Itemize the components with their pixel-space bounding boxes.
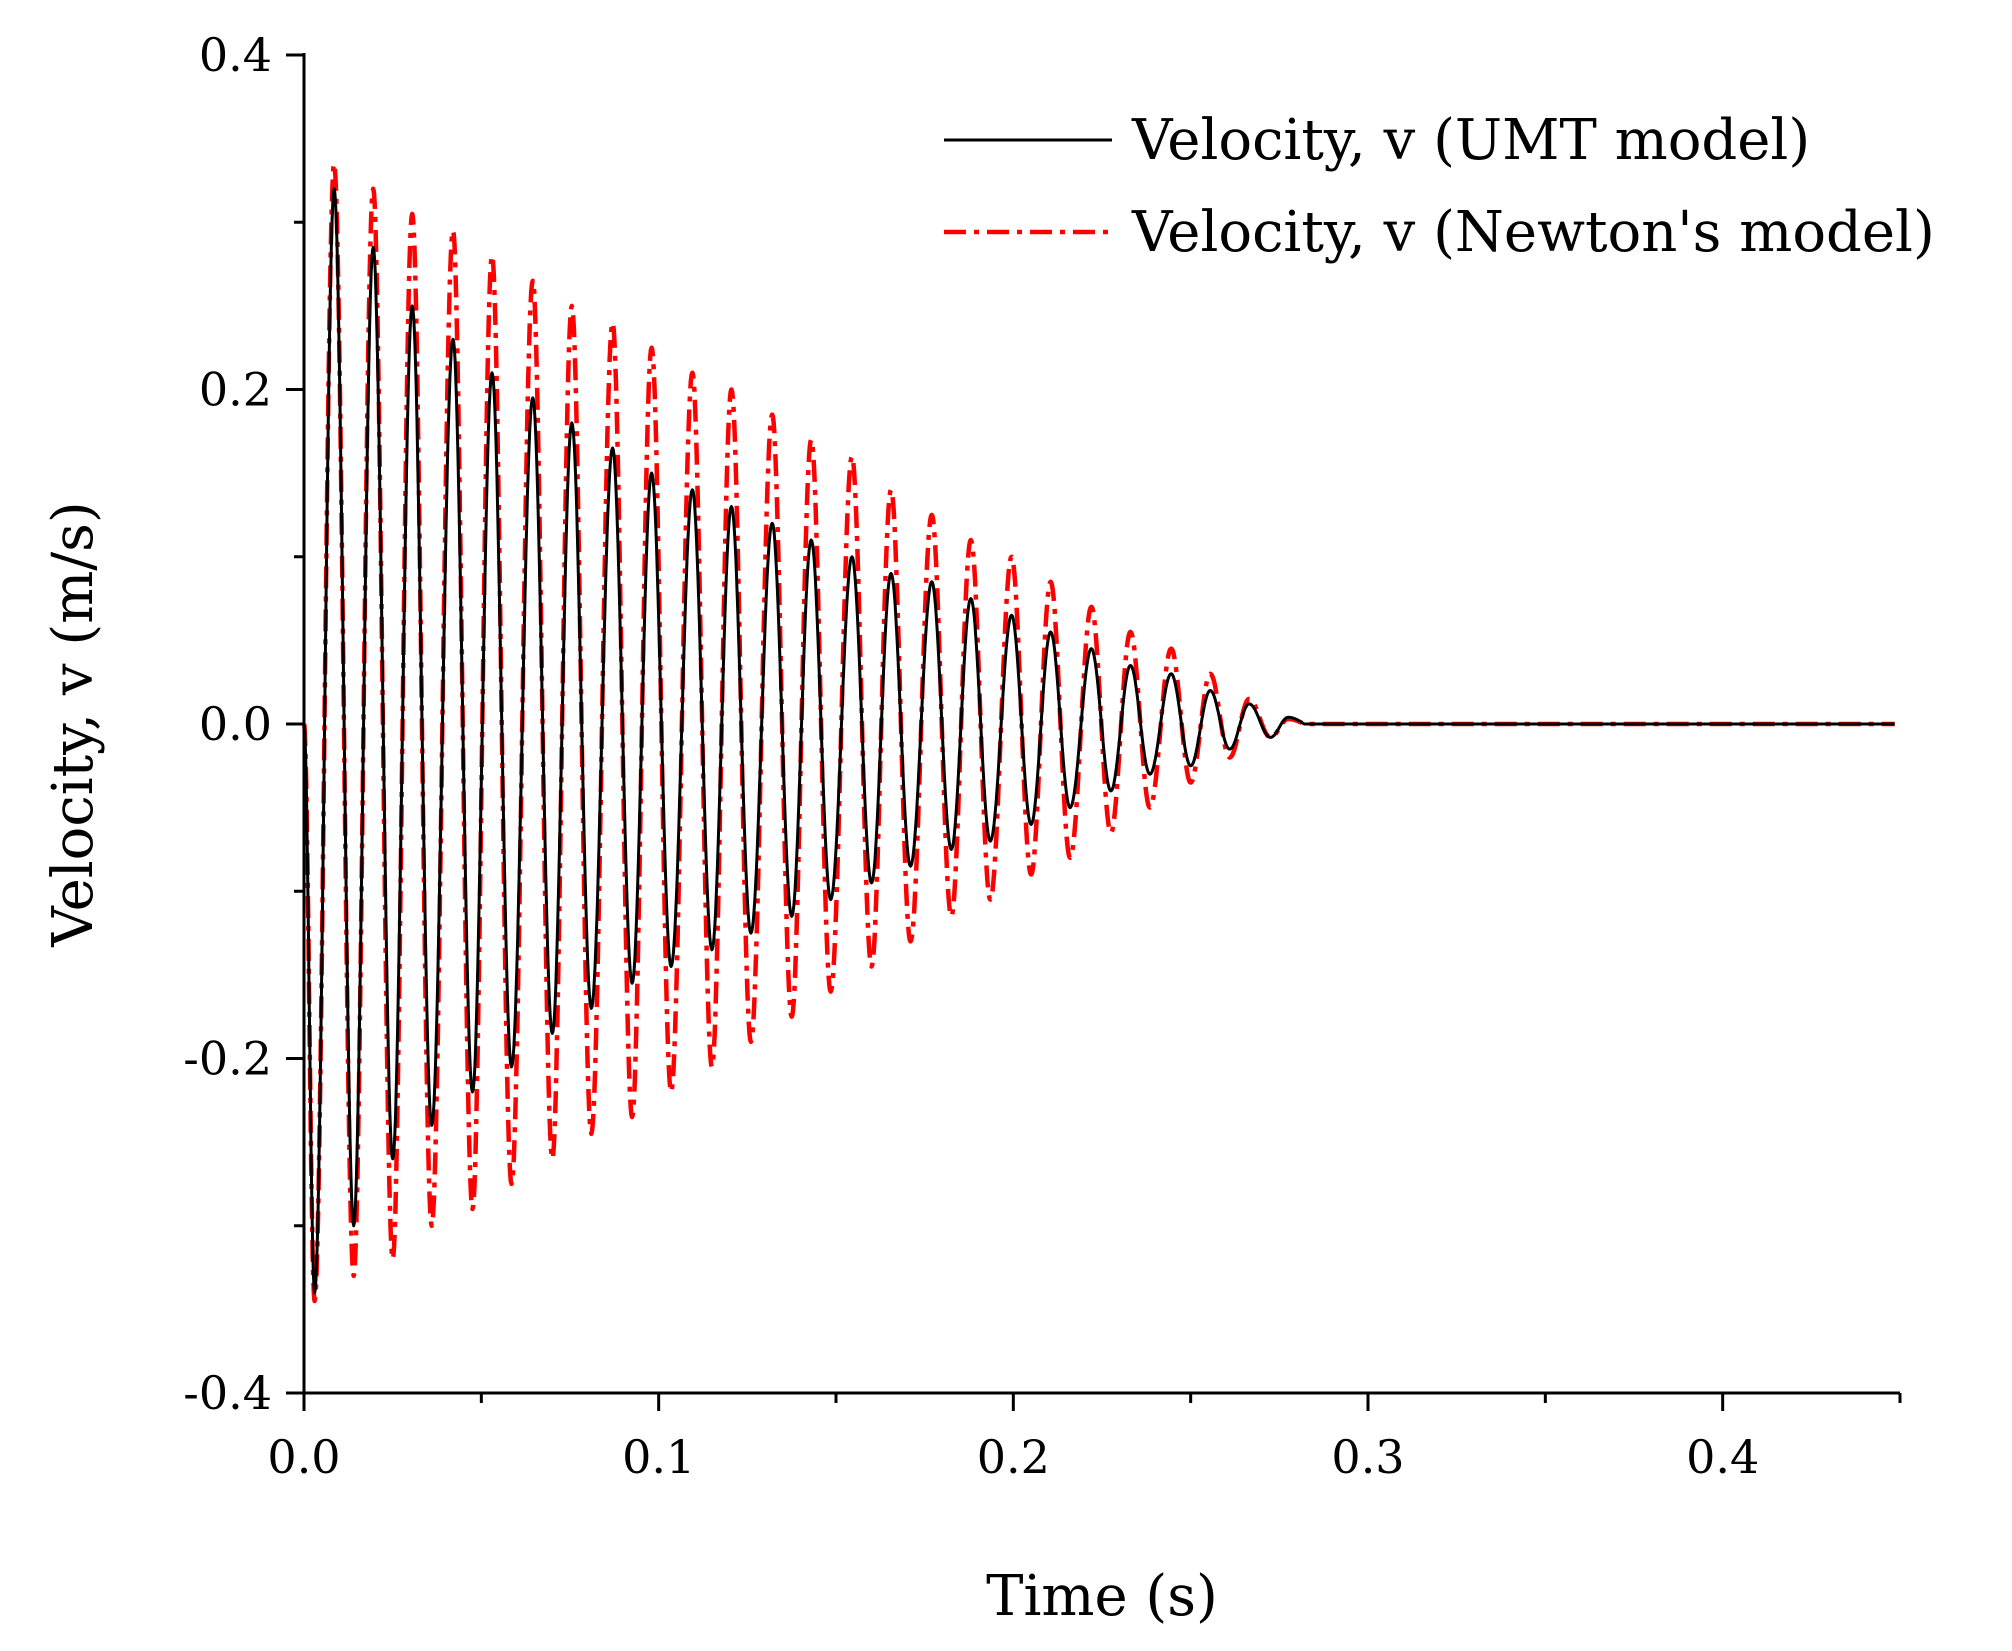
legend: Velocity, v (UMT model) Velocity, v (Newt… — [944, 108, 1935, 265]
y-tick-label: -0.2 — [183, 1032, 272, 1086]
y-tick-label: -0.4 — [183, 1366, 272, 1420]
x-tick-label: 0.2 — [977, 1430, 1050, 1484]
legend-label-umt-model: Velocity, v (UMT model) — [1131, 108, 1810, 173]
y-axis-title: Velocity, v (m/s) — [41, 501, 106, 947]
y-tick-label: 0.4 — [199, 28, 272, 82]
x-tick-label: 0.4 — [1686, 1430, 1759, 1484]
ticks-layer: 0.0 0.1 0.2 0.3 0.4 -0.4 -0.2 0.0 0.2 0.4 — [183, 28, 1902, 1484]
x-tick-label: 0.1 — [622, 1430, 695, 1484]
x-tick-label: 0.0 — [267, 1430, 340, 1484]
series-layer — [301, 161, 1895, 1304]
series-line-umt-model — [302, 187, 1895, 1295]
x-axis-title: Time (s) — [986, 1564, 1218, 1629]
legend-label-newtons-model: Velocity, v (Newton's model) — [1131, 200, 1935, 265]
y-tick-label: 0.2 — [199, 363, 272, 417]
y-tick-label: 0.0 — [199, 697, 272, 751]
x-tick-label: 0.3 — [1331, 1430, 1404, 1484]
